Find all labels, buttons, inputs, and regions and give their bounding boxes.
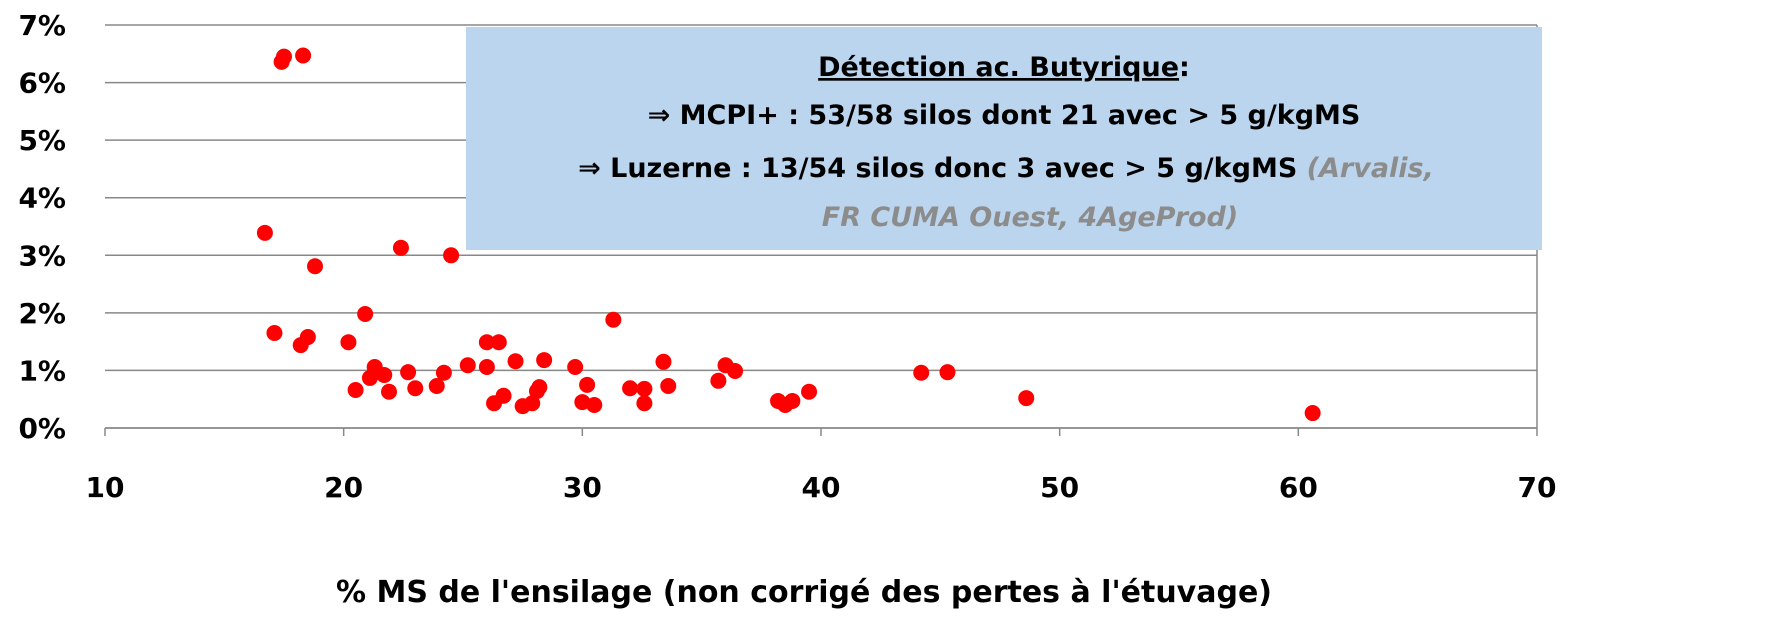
y-tick-label: 4% (18, 182, 66, 215)
y-tick-label: 7% (18, 9, 66, 42)
point (710, 372, 727, 389)
annotation-line: ⇒ MCPI+ : 53/58 silos dont 21 avec > 5 g… (648, 100, 1361, 131)
source: (Arvalis, (1297, 153, 1434, 184)
y-tick-label: 0% (18, 412, 66, 445)
point (636, 395, 653, 412)
annotation-source: FR CUMA Ouest, 4AgeProd) (822, 202, 1238, 233)
point (913, 364, 930, 381)
point (443, 247, 460, 264)
point (574, 394, 591, 411)
point (428, 377, 445, 394)
point (660, 377, 677, 394)
x-tick-label: 30 (563, 471, 602, 504)
point (400, 364, 417, 381)
point (376, 367, 393, 384)
x-tick-label: 70 (1518, 471, 1557, 504)
point (801, 383, 818, 400)
x-tick-label: 50 (1040, 471, 1079, 504)
heading: Détection ac. Butyrique (818, 52, 1179, 83)
point (586, 396, 603, 413)
point (507, 353, 524, 370)
y-tick-label: 1% (18, 354, 66, 387)
point (381, 383, 398, 400)
x-tick-label: 60 (1279, 471, 1318, 504)
point (495, 387, 512, 404)
point (478, 358, 495, 375)
point (340, 334, 357, 351)
x-tick-label: 10 (86, 471, 125, 504)
point (636, 380, 653, 397)
x-axis-label: % MS de l'ensilage (non corrigé des pert… (336, 575, 1272, 610)
point (605, 311, 622, 328)
x-tick-label: 20 (324, 471, 363, 504)
point (459, 357, 476, 374)
point (1018, 390, 1035, 407)
point (727, 363, 744, 380)
x-tick-label: 40 (802, 471, 841, 504)
point (276, 48, 292, 65)
point (939, 364, 956, 381)
point (655, 353, 672, 370)
point (256, 224, 273, 241)
annotation-box (466, 27, 1542, 250)
point (531, 379, 548, 396)
point (622, 380, 639, 397)
point (299, 329, 316, 346)
point (524, 395, 541, 412)
point (490, 334, 507, 351)
y-tick-label: 3% (18, 239, 66, 272)
points (256, 47, 1321, 422)
heading-suffix: : (1179, 52, 1190, 83)
point (478, 334, 495, 351)
y-tick-label: 2% (18, 297, 66, 330)
annotation-heading: Détection ac. Butyrique: (818, 52, 1190, 83)
point (347, 382, 364, 399)
point (357, 306, 374, 323)
point (266, 325, 283, 342)
y-tick-label: 6% (18, 67, 66, 100)
point (1304, 405, 1321, 422)
point (407, 380, 424, 397)
point (435, 364, 452, 381)
point (579, 376, 596, 393)
point (536, 352, 553, 369)
line: ⇒ Luzerne : 13/54 silos donc 3 avec > 5 … (578, 153, 1297, 184)
annotation-line: ⇒ Luzerne : 13/54 silos donc 3 avec > 5 … (578, 153, 1434, 184)
point (307, 258, 324, 275)
y-tick-label: 5% (18, 124, 66, 157)
point (392, 239, 409, 256)
point (295, 47, 312, 64)
point (784, 392, 801, 409)
point (567, 358, 584, 375)
